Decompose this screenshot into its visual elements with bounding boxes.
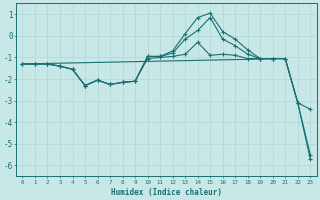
X-axis label: Humidex (Indice chaleur): Humidex (Indice chaleur) xyxy=(111,188,222,197)
